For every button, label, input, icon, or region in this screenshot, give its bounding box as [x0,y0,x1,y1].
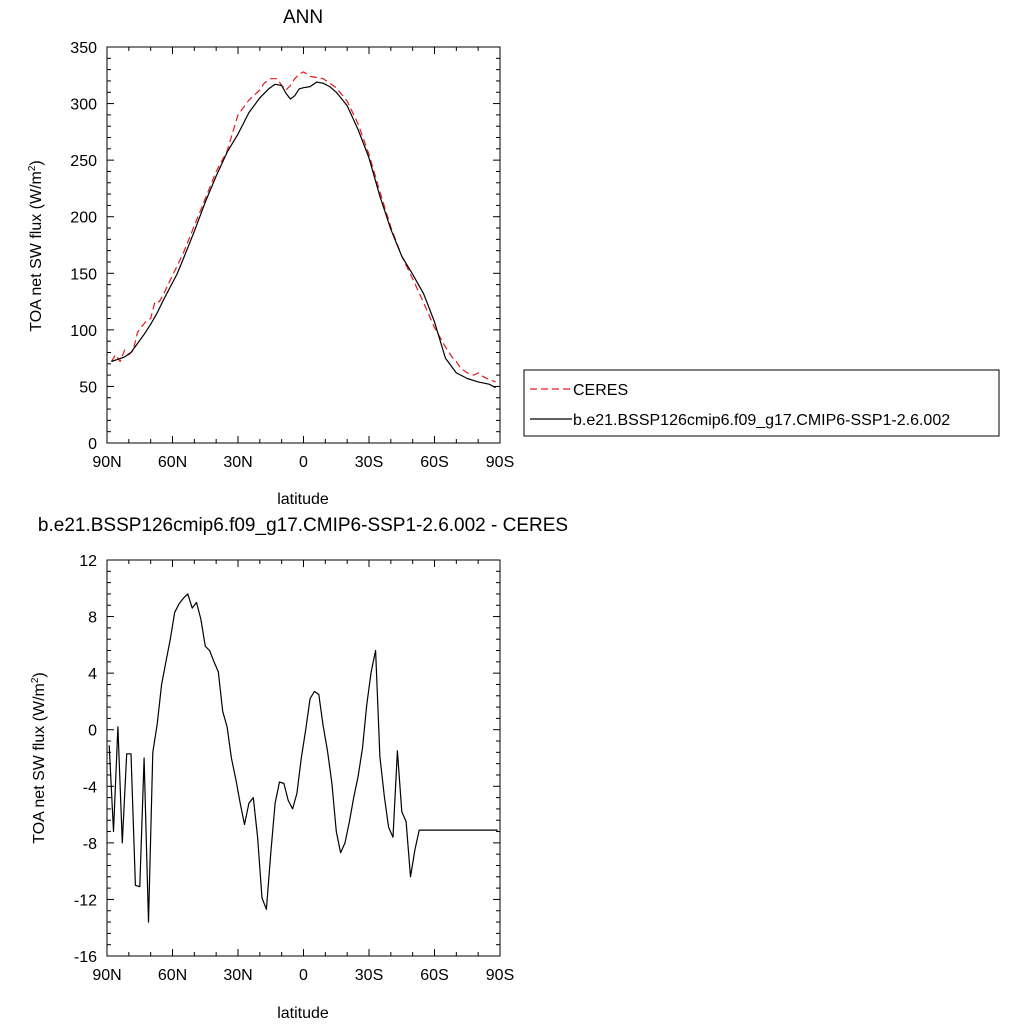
bottom-y-tick-label: 4 [88,666,97,683]
bottom-chart-plot-area: 90N 60N 30N 0 30S 60S 90S -16 -12 -8 -4 0 4 8 12 [74,553,514,984]
bottom-x-tick-label: 90S [486,967,514,984]
top-y-tick-label: 150 [70,266,97,283]
bottom-y-tick-label: -8 [83,836,97,853]
bottom-chart-title: b.e21.BSSP126cmip6.f09_g17.CMIP6-SSP1-2.… [38,515,568,536]
top-y-tick-label: 350 [70,40,97,57]
bottom-y-tick-label: 12 [79,553,97,570]
top-y-tick-label: 200 [70,210,97,227]
top-x-tick-label: 30N [223,454,252,471]
top-y-tick-label: 250 [70,153,97,170]
bottom-series-line-0 [108,593,498,923]
top-y-tick-label: 0 [88,436,97,453]
legend-label-ceres: CERES [573,382,628,399]
bottom-y-tick-label: -16 [74,949,97,966]
top-chart-x-axis-label: latitude [277,491,329,508]
bottom-y-tick-label: 0 [88,723,97,740]
top-x-tick-label: 90S [486,454,514,471]
bottom-chart-panel: b.e21.BSSP126cmip6.f09_g17.CMIP6-SSP1-2.… [30,515,568,1022]
legend-label-model: b.e21.BSSP126cmip6.f09_g17.CMIP6-SSP1-2.… [573,412,950,429]
top-x-tick-label: 60S [420,454,448,471]
bottom-y-tick-label: -4 [83,779,97,796]
bottom-chart-y-axis-label: TOA net SW flux (W/m2) [30,672,48,844]
bottom-chart-x-axis-label: latitude [277,1005,329,1022]
top-chart-plot-area: 90N 60N 30N 0 30S 60S 90S 0 50 100 150 200 250 300 350 [70,40,514,471]
bottom-y-tick-label: 8 [88,610,97,627]
bottom-x-tick-label: 30S [355,967,383,984]
bottom-x-tick-label: 60S [420,967,448,984]
top-x-tick-label: 0 [299,454,308,471]
top-chart-legend: CERES b.e21.BSSP126cmip6.f09_g17.CMIP6-S… [523,369,1000,437]
bottom-plot-frame [106,559,501,957]
top-chart-y-axis-label: TOA net SW flux (W/m2) [27,160,45,332]
top-x-tick-label: 60N [158,454,187,471]
bottom-x-tick-label: 90N [92,967,121,984]
top-x-tick-label: 90N [92,454,121,471]
top-plot-frame [106,46,501,444]
legend-box [523,369,1000,437]
top-y-tick-label: 50 [79,379,97,396]
top-y-tick-label: 100 [70,323,97,340]
top-chart-panel: ANN 90N 60N 30N 0 30S 60S 90S 0 50 100 150 200 250 30… [27,7,1000,508]
bottom-x-tick-label: 30N [223,967,252,984]
top-x-tick-label: 30S [355,454,383,471]
top-chart-title: ANN [283,7,323,28]
bottom-x-tick-label: 0 [299,967,308,984]
bottom-x-tick-label: 60N [158,967,187,984]
bottom-y-tick-label: -12 [74,892,97,909]
top-series-line-1 [111,81,496,389]
top-y-tick-label: 300 [70,97,97,114]
top-series-line-0 [110,71,496,383]
